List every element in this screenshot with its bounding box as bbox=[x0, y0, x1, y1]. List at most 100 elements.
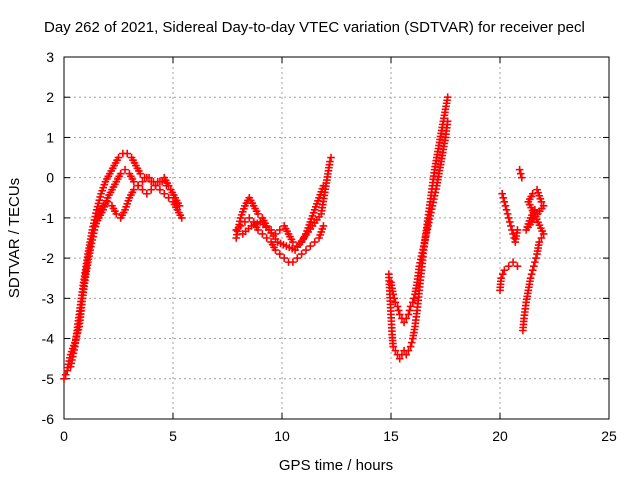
data-point bbox=[389, 342, 397, 351]
data-point bbox=[60, 374, 68, 383]
data-point bbox=[129, 177, 138, 186]
data-point bbox=[276, 250, 284, 258]
data-point bbox=[326, 157, 334, 166]
x-tick-label: 15 bbox=[383, 428, 399, 444]
data-point bbox=[237, 211, 246, 219]
data-point bbox=[240, 205, 248, 213]
data-point bbox=[504, 214, 513, 222]
series-trace-1-middle bbox=[90, 165, 173, 230]
data-point bbox=[513, 262, 522, 270]
data-point bbox=[529, 262, 538, 270]
series-trace-1-lower bbox=[60, 181, 186, 383]
data-point bbox=[409, 298, 417, 307]
data-point bbox=[515, 165, 524, 174]
data-point bbox=[533, 185, 541, 194]
data-point bbox=[537, 234, 546, 242]
data-point bbox=[391, 346, 400, 355]
data-point bbox=[402, 350, 411, 359]
data-point bbox=[395, 310, 404, 319]
data-point bbox=[151, 181, 160, 190]
data-point bbox=[313, 200, 321, 208]
data-point bbox=[95, 196, 104, 204]
data-point bbox=[136, 169, 145, 178]
data-point bbox=[164, 181, 173, 190]
data-point bbox=[160, 189, 169, 198]
data-point bbox=[391, 298, 400, 307]
data-point bbox=[526, 274, 535, 283]
data-point bbox=[513, 226, 522, 234]
y-tick-label: -6 bbox=[42, 411, 55, 427]
data-point bbox=[289, 238, 297, 246]
data-point bbox=[394, 306, 403, 315]
data-point bbox=[503, 210, 512, 218]
data-point bbox=[306, 218, 315, 226]
data-point bbox=[102, 196, 111, 205]
data-point bbox=[254, 226, 262, 234]
data-point bbox=[500, 198, 509, 206]
data-point bbox=[316, 231, 324, 239]
data-point bbox=[311, 203, 320, 211]
data-point bbox=[147, 185, 155, 194]
x-tick-label: 0 bbox=[60, 428, 68, 444]
data-point bbox=[310, 206, 319, 214]
data-point bbox=[276, 226, 284, 234]
data-point bbox=[402, 314, 411, 323]
data-point bbox=[289, 258, 297, 266]
data-point bbox=[390, 294, 399, 303]
data-point bbox=[124, 196, 133, 205]
data-point bbox=[175, 202, 184, 210]
data-point bbox=[393, 302, 402, 311]
data-point bbox=[254, 210, 262, 218]
data-point bbox=[524, 220, 533, 228]
y-tick-label: -5 bbox=[42, 371, 55, 387]
series-layer bbox=[60, 93, 548, 383]
data-point bbox=[121, 165, 129, 174]
y-tick-label: 2 bbox=[46, 89, 54, 105]
data-point bbox=[499, 193, 508, 202]
data-point bbox=[536, 194, 545, 203]
data-point bbox=[245, 214, 254, 222]
data-point bbox=[318, 225, 327, 233]
data-point bbox=[498, 189, 506, 198]
data-point bbox=[309, 209, 318, 217]
data-point bbox=[523, 223, 532, 231]
data-point bbox=[99, 206, 108, 214]
data-point bbox=[271, 246, 280, 254]
data-point bbox=[509, 258, 517, 266]
data-point bbox=[122, 203, 130, 211]
data-point bbox=[96, 193, 104, 201]
data-point bbox=[129, 185, 138, 194]
x-tick-label: 20 bbox=[492, 428, 508, 444]
data-point bbox=[100, 180, 109, 189]
x-tick-label: 5 bbox=[169, 428, 177, 444]
data-point bbox=[280, 254, 288, 262]
data-point bbox=[156, 177, 164, 186]
data-point bbox=[114, 153, 123, 162]
data-point bbox=[319, 222, 328, 230]
data-point bbox=[532, 254, 540, 262]
data-point bbox=[238, 208, 247, 216]
data-point bbox=[405, 306, 414, 315]
data-point bbox=[395, 354, 404, 363]
data-point bbox=[302, 246, 310, 254]
data-point bbox=[528, 266, 537, 274]
data-point bbox=[306, 242, 315, 250]
data-point bbox=[156, 185, 164, 194]
data-point bbox=[116, 169, 125, 178]
series-trace-2-middle bbox=[238, 153, 335, 254]
y-tick-label: 0 bbox=[46, 170, 54, 186]
data-point bbox=[99, 183, 108, 192]
data-point bbox=[406, 342, 415, 351]
data-point bbox=[317, 228, 326, 236]
data-point bbox=[112, 210, 121, 218]
data-point bbox=[528, 189, 537, 198]
data-point bbox=[507, 222, 515, 230]
data-point bbox=[527, 270, 536, 278]
data-point bbox=[525, 217, 534, 225]
data-point bbox=[138, 185, 147, 194]
x-axis-label: GPS time / hours bbox=[279, 457, 393, 474]
data-point bbox=[498, 270, 507, 278]
data-point bbox=[143, 173, 151, 182]
